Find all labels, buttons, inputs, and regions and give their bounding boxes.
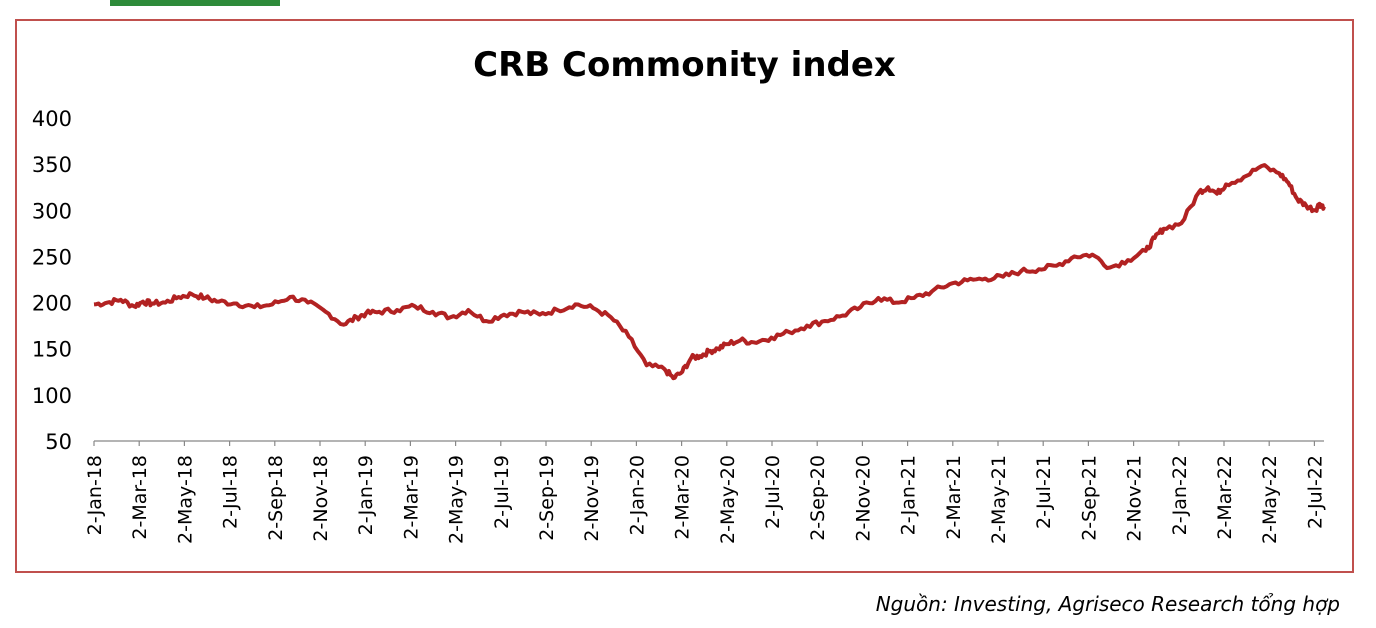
x-tick-label: 2-Mar-22 bbox=[1214, 455, 1236, 540]
source-note: Nguồn: Investing, Agriseco Research tổng… bbox=[875, 592, 1340, 616]
x-tick-label: 2-Sep-20 bbox=[807, 455, 829, 541]
x-tick-label: 2-Jan-21 bbox=[898, 455, 920, 535]
x-tick-label: 2-May-20 bbox=[717, 455, 739, 544]
y-tick-label: 350 bbox=[32, 153, 72, 177]
x-tick-label: 2-Jul-19 bbox=[491, 455, 513, 529]
x-tick-label: 2-Mar-18 bbox=[129, 455, 151, 540]
x-tick-label: 2-May-19 bbox=[446, 455, 468, 544]
x-tick-label: 2-May-21 bbox=[988, 455, 1010, 544]
y-tick-label: 300 bbox=[32, 199, 72, 223]
y-tick-label: 150 bbox=[32, 338, 72, 362]
x-tick-label: 2-Nov-21 bbox=[1124, 455, 1146, 542]
y-tick-label: 200 bbox=[32, 292, 72, 316]
header-fragment bbox=[110, 0, 280, 6]
x-tick-label: 2-Mar-19 bbox=[400, 455, 422, 540]
x-tick-label: 2-May-18 bbox=[174, 455, 196, 544]
x-tick-label: 2-Nov-20 bbox=[852, 455, 874, 542]
x-tick-label: 2-Nov-19 bbox=[581, 455, 603, 542]
y-tick-label: 400 bbox=[32, 107, 72, 131]
y-tick-label: 250 bbox=[32, 245, 72, 269]
x-tick-label: 2-Jul-22 bbox=[1304, 455, 1326, 529]
x-tick-label: 2-Jul-20 bbox=[762, 455, 784, 529]
x-tick-label: 2-Jul-21 bbox=[1033, 455, 1055, 529]
y-tick-label: 100 bbox=[32, 384, 72, 408]
x-tick-label: 2-Sep-18 bbox=[265, 455, 287, 541]
x-tick-label: 2-May-22 bbox=[1259, 455, 1281, 544]
y-tick-label: 50 bbox=[45, 430, 72, 454]
x-tick-label: 2-Jan-19 bbox=[355, 455, 377, 535]
x-tick-label: 2-Sep-21 bbox=[1078, 455, 1100, 541]
x-tick-label: 2-Jan-20 bbox=[626, 455, 648, 535]
x-tick-label: 2-Jan-22 bbox=[1169, 455, 1191, 535]
series-line bbox=[93, 163, 1326, 381]
x-tick-label: 2-Sep-19 bbox=[536, 455, 558, 541]
x-tick-label: 2-Jul-18 bbox=[220, 455, 242, 529]
x-tick-label: 2-Nov-18 bbox=[310, 455, 332, 542]
chart-title: CRB Commonity index bbox=[473, 45, 896, 85]
x-tick-label: 2-Mar-21 bbox=[943, 455, 965, 540]
x-tick-label: 2-Jan-18 bbox=[84, 455, 106, 535]
x-tick-label: 2-Mar-20 bbox=[672, 455, 694, 540]
chart-frame: CRB Commonity index bbox=[15, 19, 1354, 573]
